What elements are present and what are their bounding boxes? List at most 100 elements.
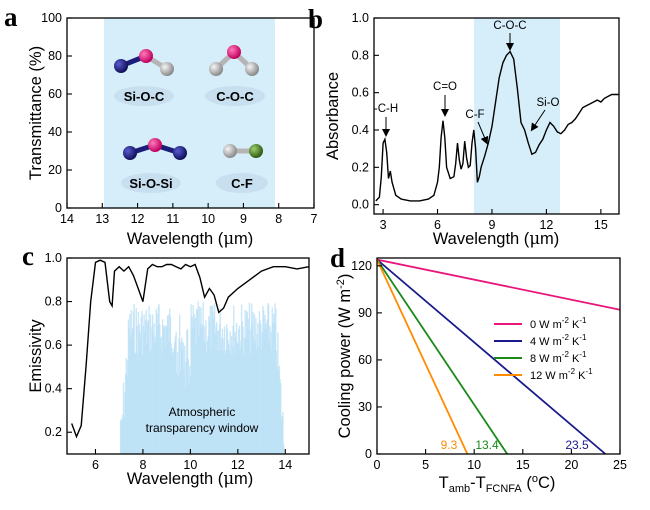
- y-tick-label: 30: [358, 400, 372, 414]
- annotation-si-o: Si-O: [537, 97, 560, 109]
- label-si-o-si: Si-O-Si: [129, 176, 172, 191]
- end-label-23-5: 23.5: [565, 438, 589, 452]
- y-tick-label: 80: [48, 49, 62, 63]
- panel-a-molecule-c-o-c: [209, 45, 259, 76]
- x-tick-label: 10: [467, 458, 481, 472]
- panel-c-transparency-window: [119, 301, 285, 454]
- panel-d-ticks: 0 5 10 15 20 25 0 30 60 90 120: [351, 259, 627, 472]
- panel-a-axes: [66, 17, 315, 209]
- x-tick-label: 11: [166, 212, 179, 226]
- legend-0: 0 W m-2 K-1: [530, 316, 587, 331]
- panel-b-ylabel: Absorbance: [324, 72, 342, 160]
- series-line-3: [376, 259, 469, 455]
- x-tick-label: 20: [564, 458, 578, 472]
- x-tick-label: 10: [183, 458, 197, 472]
- panel-a-molecule-labels: Si-O-C C-O-C Si-O-Si C-F: [114, 86, 268, 193]
- annotation-c-o: C=O: [433, 81, 457, 93]
- end-label-13-4: 13.4: [475, 438, 499, 452]
- panel-d-ylabel: Cooling power (W m-2): [335, 274, 354, 439]
- x-tick-label: 13: [95, 212, 109, 226]
- y-tick-label: 0.2: [352, 160, 369, 174]
- window-label-line-2: transparency window: [146, 421, 259, 435]
- series-line-2: [376, 259, 508, 455]
- y-tick-label: 60: [358, 353, 372, 367]
- x-tick-label: 0: [374, 458, 381, 472]
- y-tick-label: 90: [358, 306, 372, 320]
- panel-b-window-highlight: [474, 18, 560, 214]
- y-tick-label: 0.0: [352, 198, 369, 212]
- panel-label-a: a: [4, 2, 18, 32]
- x-tick-label: 6: [92, 458, 99, 472]
- x-tick-label: 3: [380, 218, 387, 232]
- x-tick-label: 5: [422, 458, 429, 472]
- panel-label-b: b: [308, 4, 323, 34]
- y-tick-label: 0.8: [352, 48, 369, 62]
- panel-c-ylabel: Emissivity: [27, 319, 45, 393]
- x-tick-label: 15: [516, 458, 530, 472]
- panel-c-emissivity-curve: [71, 259, 310, 439]
- panel-b-absorbance-curve: [375, 50, 619, 202]
- y-tick-label: 0.4: [45, 382, 62, 396]
- panel-d-xlabel: Tamb-TFCNFA (oC): [439, 473, 556, 495]
- y-tick-label: 1.0: [352, 11, 369, 25]
- x-tick-label: 12: [131, 212, 145, 226]
- panel-d-axes: [376, 257, 621, 455]
- x-tick-label: 25: [613, 458, 627, 472]
- x-tick-label: 9: [488, 218, 495, 232]
- annotation-c-f: C-F: [465, 109, 484, 121]
- panel-d-lines: [376, 258, 621, 455]
- y-tick-label: 0: [365, 447, 372, 461]
- panel-d: 0 5 10 15 20 25 0 30 60 90 120 9.3 13.4 23.5 0 W m…: [335, 257, 627, 495]
- panel-b-annotations: -C-H C=O C-F C-O-C Si-O: [374, 20, 560, 145]
- panel-a: Si-O-C C-O-C Si-O-Si C-F 14 13 12 11 10 9 8 7 0 2…: [27, 11, 318, 248]
- x-tick-label: 14: [60, 212, 74, 226]
- y-tick-label: 0.6: [352, 86, 369, 100]
- panel-a-molecule-si-o-c: [114, 49, 174, 76]
- y-tick-label: 0.8: [45, 295, 62, 309]
- panel-c-axes: [66, 257, 310, 455]
- panel-a-molecule-si-o-si: [123, 138, 187, 160]
- series-line-0: [376, 258, 621, 311]
- x-tick-label: 8: [139, 458, 146, 472]
- x-tick-label: 10: [201, 212, 215, 226]
- panel-b-ticks: 3 6 9 12 15 0.0 0.2 0.4 0.6 0.8 1.0: [352, 11, 608, 232]
- x-tick-label: 14: [278, 458, 292, 472]
- panel-b-xlabel: Wavelength (μm): [433, 229, 560, 248]
- panel-a-ylabel: Transmittance (%): [27, 46, 45, 180]
- label-si-o-c: Si-O-C: [124, 89, 165, 104]
- x-tick-label: 9: [240, 212, 247, 226]
- x-tick-label: 6: [434, 218, 441, 232]
- y-tick-label: 0.2: [45, 425, 62, 439]
- y-tick-label: 120: [351, 259, 372, 273]
- series-line-1: [376, 258, 606, 455]
- legend-12: 12 W m-2 K-1: [530, 367, 593, 382]
- y-tick-label: 0.6: [45, 338, 62, 352]
- panel-a-ticks: 14 13 12 11 10 9 8 7 0 20 40 60 80 100: [41, 11, 317, 226]
- panel-d-legend: 0 W m-2 K-1 4 W m-2 K-1 8 W m-2 K-1 12 W…: [494, 316, 593, 382]
- annotation-c-h: -C-H: [374, 103, 398, 115]
- y-tick-label: 40: [48, 125, 62, 139]
- x-tick-label: 15: [594, 218, 608, 232]
- y-tick-label: 0: [55, 201, 62, 215]
- panel-a-molecule-c-f: [223, 144, 263, 158]
- x-tick-label: 12: [231, 458, 245, 472]
- panel-c: 6 8 10 12 14 0.2 0.4 0.6 0.8 1.0 Atmospheric tran…: [27, 251, 310, 488]
- legend-4: 4 W m-2 K-1: [530, 333, 587, 348]
- panel-b-axes: [373, 17, 620, 215]
- y-tick-label: 100: [41, 11, 62, 25]
- label-c-o-c: C-O-C: [216, 89, 254, 104]
- panel-label-d: d: [330, 243, 345, 273]
- panel-c-ticks: 6 8 10 12 14 0.2 0.4 0.6 0.8 1.0: [45, 251, 293, 472]
- y-tick-label: 20: [48, 163, 62, 177]
- panel-label-c: c: [22, 241, 34, 271]
- y-tick-label: 1.0: [45, 251, 62, 265]
- legend-8: 8 W m-2 K-1: [530, 350, 587, 365]
- x-tick-label: 12: [539, 218, 553, 232]
- panel-a-xlabel: Wavelength (μm): [127, 229, 254, 248]
- x-tick-label: 8: [275, 212, 282, 226]
- annotation-c-o-c: C-O-C: [493, 20, 526, 32]
- x-tick-label: 7: [311, 212, 318, 226]
- window-label-line-1: Atmospheric: [169, 405, 236, 419]
- end-label-9-3: 9.3: [441, 438, 458, 452]
